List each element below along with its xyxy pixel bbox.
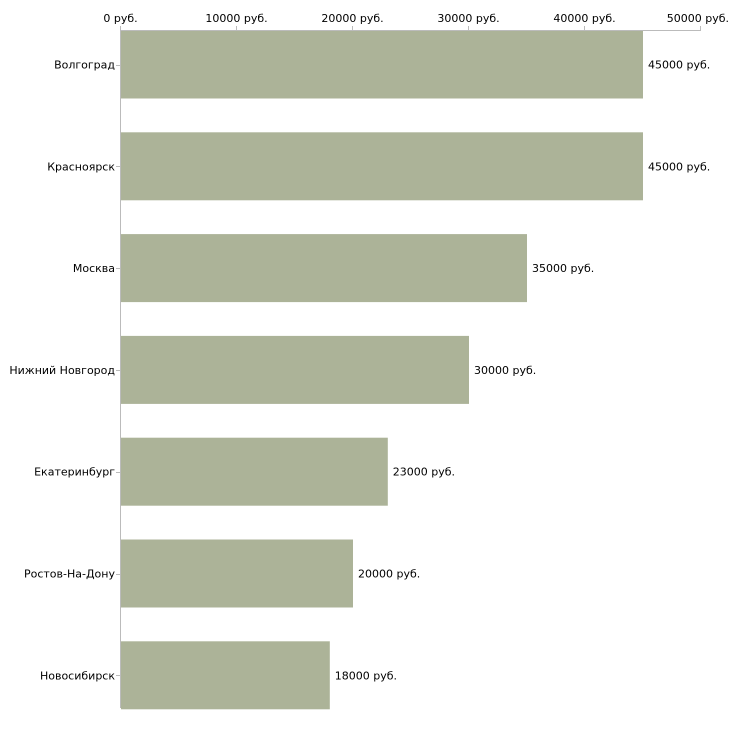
category-label: Екатеринбург: [34, 466, 115, 479]
bar: [121, 30, 643, 99]
data-label: 18000 руб.: [335, 669, 397, 682]
data-label: 30000 руб.: [474, 364, 536, 377]
x-axis-ticks: 0 руб. 10000 руб. 20000 руб. 30000 руб. 4000…: [103, 12, 729, 676]
data-label: 45000 руб.: [648, 59, 710, 72]
x-tick-label: 20000 руб.: [321, 12, 383, 25]
bar: [121, 234, 527, 303]
labels: Волгоград 45000 руб. Красноярск 45000 руб. М…: [9, 59, 710, 683]
category-label: Ростов-На-Дону: [24, 568, 115, 581]
category-label: Нижний Новгород: [9, 364, 115, 377]
data-label: 20000 руб.: [358, 568, 420, 581]
bar: [121, 437, 388, 506]
bar: [121, 335, 469, 404]
category-label: Москва: [73, 262, 115, 275]
data-label: 45000 руб.: [648, 160, 710, 173]
bar: [121, 641, 330, 710]
x-tick-label: 0 руб.: [103, 12, 137, 25]
data-label: 23000 руб.: [393, 466, 455, 479]
category-label: Красноярск: [47, 160, 115, 173]
bars: [121, 30, 643, 710]
data-label: 35000 руб.: [532, 262, 594, 275]
category-label: Волгоград: [54, 59, 115, 72]
bar: [121, 132, 643, 201]
bar: [121, 539, 353, 608]
x-tick-label: 10000 руб.: [205, 12, 267, 25]
x-tick-label: 50000 руб.: [667, 12, 729, 25]
x-tick-label: 30000 руб.: [437, 12, 499, 25]
category-label: Новосибирск: [40, 669, 115, 682]
x-tick-label: 40000 руб.: [553, 12, 615, 25]
